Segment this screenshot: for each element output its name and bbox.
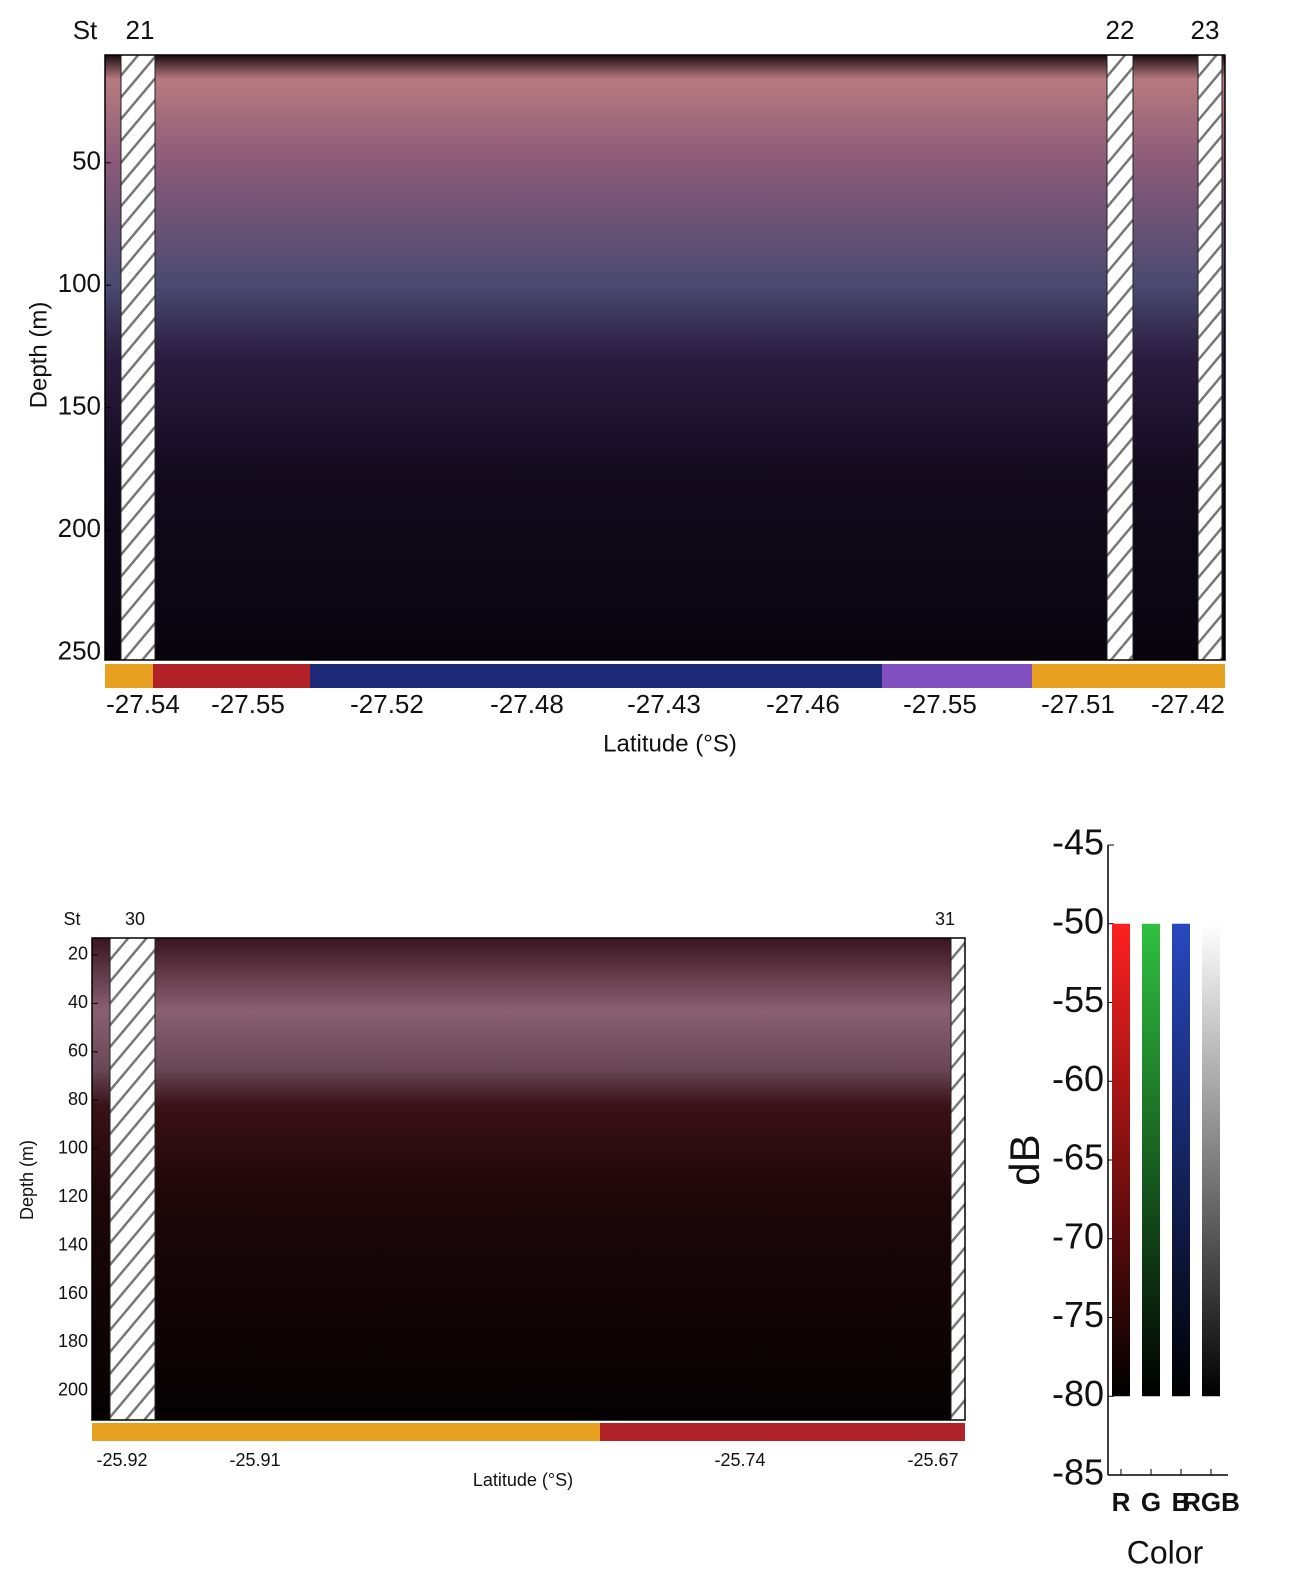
y-tick-label: 200 <box>58 1380 88 1400</box>
x-tick-label: B <box>1172 1487 1191 1517</box>
x-tick-label: RGB <box>1182 1487 1240 1517</box>
y-tick-label: 180 <box>58 1331 88 1351</box>
x-tick-label: R <box>1112 1487 1131 1517</box>
y-tick-label: -75 <box>1052 1294 1104 1335</box>
x-tick-label: -27.54 <box>106 689 180 719</box>
y-tick-label: -70 <box>1052 1215 1104 1256</box>
y-tick-label: 80 <box>68 1089 88 1109</box>
x-tick-label: -27.55 <box>903 689 977 719</box>
station-label: 30 <box>125 909 145 929</box>
transect-strip <box>310 664 882 688</box>
x-axis-title: Color <box>1127 1534 1204 1570</box>
y-tick-label: -45 <box>1052 822 1104 863</box>
plot-frame <box>104 54 1226 661</box>
y-tick-label: 20 <box>68 944 88 964</box>
x-tick-label: -27.51 <box>1041 689 1115 719</box>
y-tick-label: 100 <box>58 268 101 298</box>
echogram-image <box>92 938 965 1420</box>
transect-strip <box>600 1423 965 1441</box>
station-label: 22 <box>1106 15 1135 45</box>
y-tick-label: 140 <box>58 1234 88 1254</box>
y-tick-label: 100 <box>58 1137 88 1157</box>
y-axis-title: Depth (m) <box>25 302 52 409</box>
x-tick-label: -27.52 <box>350 689 424 719</box>
y-tick-label: 160 <box>58 1283 88 1303</box>
x-tick-label: -27.43 <box>627 689 701 719</box>
x-axis-title: Latitude (°S) <box>603 730 737 757</box>
y-tick-label: 50 <box>72 146 101 176</box>
x-tick-label: -27.55 <box>211 689 285 719</box>
station-hatch <box>120 54 156 661</box>
x-tick-label: -27.42 <box>1151 689 1225 719</box>
y-tick-label: 120 <box>58 1186 88 1206</box>
colorbar-bar <box>1142 923 1160 1397</box>
colorbar-bar <box>1202 923 1220 1397</box>
y-tick-label: 60 <box>68 1041 88 1061</box>
stations-label: St <box>63 909 80 929</box>
station-hatch <box>1197 54 1223 661</box>
plot-frame <box>91 937 966 1421</box>
transect-strip <box>1032 664 1225 688</box>
y-tick-label: 200 <box>58 513 101 543</box>
station-label: 31 <box>935 909 955 929</box>
x-tick-label: -25.91 <box>229 1450 280 1470</box>
y-tick-label: -85 <box>1052 1452 1104 1493</box>
station-hatch <box>109 937 156 1421</box>
stations-label: St <box>73 15 98 45</box>
x-tick-label: -25.74 <box>714 1450 765 1470</box>
echogram-image <box>105 55 1225 660</box>
y-tick-label: 150 <box>58 391 101 421</box>
y-tick-label: -80 <box>1052 1373 1104 1414</box>
x-tick-label: -25.92 <box>96 1450 147 1470</box>
transect-strip <box>153 664 310 688</box>
station-label: 21 <box>126 15 155 45</box>
station-hatch <box>1106 54 1134 661</box>
y-tick-label: -55 <box>1052 979 1104 1020</box>
y-axis-title: Depth (m) <box>17 1140 37 1220</box>
y-tick-label: -60 <box>1052 1058 1104 1099</box>
x-axis-title: Latitude (°S) <box>473 1470 573 1490</box>
station-hatch <box>950 937 966 1421</box>
x-tick-label: -27.46 <box>766 689 840 719</box>
transect-strip <box>105 664 153 688</box>
colorbar-bar <box>1172 923 1190 1397</box>
x-tick-label: -27.48 <box>490 689 564 719</box>
transect-strip <box>92 1423 600 1441</box>
y-tick-label: -50 <box>1052 900 1104 941</box>
y-tick-label: 40 <box>68 992 88 1012</box>
colorbar-bar <box>1112 923 1130 1397</box>
transect-strip <box>882 664 1032 688</box>
y-tick-label: -65 <box>1052 1137 1104 1178</box>
y-axis-title: dB <box>1001 1134 1048 1185</box>
x-tick-label: -25.67 <box>907 1450 958 1470</box>
station-label: 23 <box>1191 15 1220 45</box>
y-tick-label: 250 <box>58 636 101 666</box>
x-tick-label: G <box>1141 1487 1161 1517</box>
